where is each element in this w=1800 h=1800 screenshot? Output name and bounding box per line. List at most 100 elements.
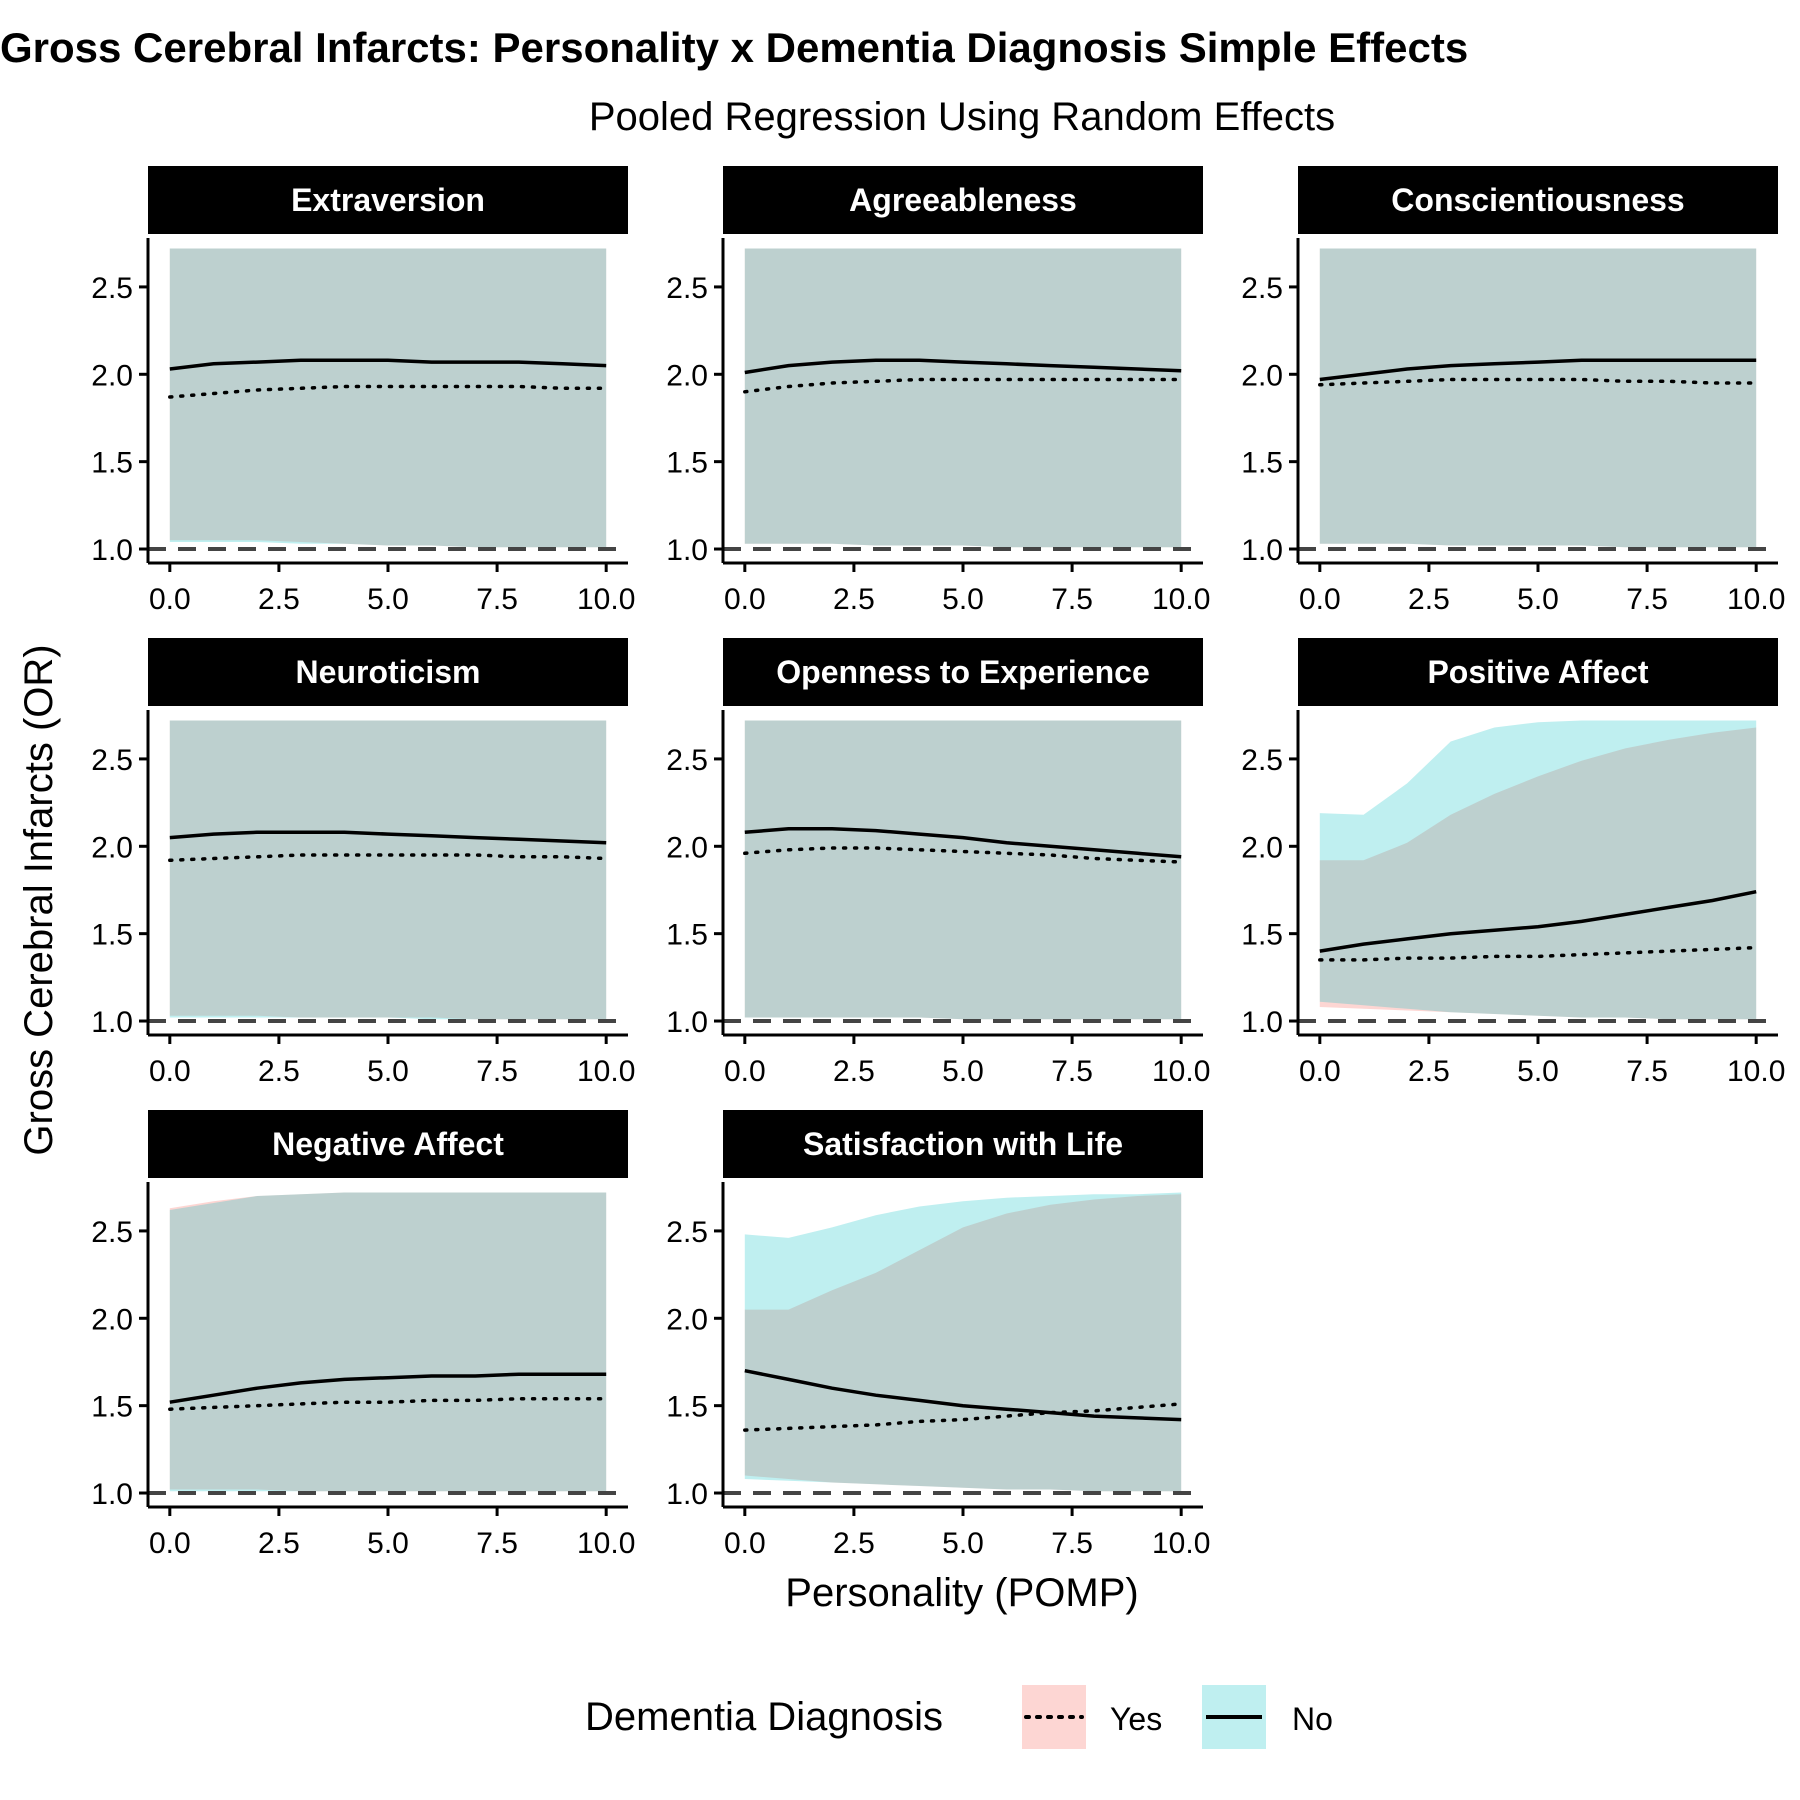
panel-openness-to-experience: Openness to Experience 1.0 1.5 2.0 2.5 0.0 2.5… xyxy=(666,638,1210,1088)
y-tick-label: 2.5 xyxy=(666,272,708,305)
y-tick-label: 2.5 xyxy=(1241,744,1283,777)
strip-agreeableness xyxy=(723,166,1203,234)
x-tick-label: 2.5 xyxy=(258,583,300,616)
line-no xyxy=(169,1372,607,1404)
strip-openness-to-experience xyxy=(723,638,1203,706)
strip-label: Neuroticism xyxy=(296,654,481,690)
band-yes xyxy=(169,720,607,1020)
x-tick-label: 0.0 xyxy=(724,1527,766,1560)
y-tick-label: 2.5 xyxy=(666,1216,708,1249)
y-tick-label: 1.0 xyxy=(91,534,133,567)
band-no xyxy=(1319,248,1757,548)
x-tick-label: 10.0 xyxy=(577,1527,635,1560)
band-no xyxy=(169,248,607,548)
line-yes xyxy=(168,384,608,399)
strip-label: Satisfaction with Life xyxy=(803,1126,1123,1162)
y-tick-label: 1.5 xyxy=(666,919,708,952)
y-tick-label: 1.0 xyxy=(1241,534,1283,567)
panel-extraversion: Extraversion 1.0 1.5 2.0 2.5 0.0 2.5 5.0 7.5 10.0 xyxy=(91,166,635,616)
y-axis-label: Gross Cerebral Infarcts (OR) xyxy=(17,644,61,1155)
x-tick-label: 5.0 xyxy=(942,583,984,616)
y-tick-label: 2.0 xyxy=(1241,831,1283,864)
line-no xyxy=(744,358,1182,375)
band-no xyxy=(169,720,607,1020)
legend-title: Dementia Diagnosis xyxy=(585,1695,943,1739)
x-tick-label: 5.0 xyxy=(367,1527,409,1560)
x-tick-label: 5.0 xyxy=(1517,583,1559,616)
y-tick-label: 1.5 xyxy=(91,919,133,952)
x-tick-label: 2.5 xyxy=(258,1527,300,1560)
strip-label: Openness to Experience xyxy=(776,654,1149,690)
strip-neuroticism xyxy=(148,638,628,706)
y-tick-label: 2.5 xyxy=(91,272,133,305)
x-tick-label: 0.0 xyxy=(1299,583,1341,616)
facet-panels: Extraversion 1.0 1.5 2.0 2.5 0.0 2.5 5.0 7.5 10.0… xyxy=(91,166,1785,1560)
y-tick-label: 1.5 xyxy=(666,1391,708,1424)
x-tick-label: 7.5 xyxy=(1626,583,1668,616)
x-tick-label: 2.5 xyxy=(258,1055,300,1088)
y-tick-label: 1.0 xyxy=(666,1006,708,1039)
x-tick-label: 2.5 xyxy=(833,1527,875,1560)
line-yes xyxy=(743,377,1183,394)
band-yes xyxy=(1319,248,1757,548)
y-tick-label: 2.0 xyxy=(91,1303,133,1336)
y-tick-label: 1.5 xyxy=(91,447,133,480)
y-tick-label: 2.0 xyxy=(666,1303,708,1336)
x-tick-label: 10.0 xyxy=(577,583,635,616)
strip-conscientiousness xyxy=(1298,166,1778,234)
strip-label: Extraversion xyxy=(291,182,485,218)
line-yes xyxy=(168,1396,608,1411)
y-tick-label: 1.5 xyxy=(1241,447,1283,480)
x-tick-label: 2.5 xyxy=(1408,1055,1450,1088)
strip-label: Conscientiousness xyxy=(1391,182,1684,218)
line-yes xyxy=(1318,377,1758,387)
y-tick-label: 1.5 xyxy=(91,1391,133,1424)
x-tick-label: 7.5 xyxy=(1051,1527,1093,1560)
panel-negative-affect: Negative Affect 1.0 1.5 2.0 2.5 0.0 2.5 5.0 7.5 1… xyxy=(91,1110,635,1560)
line-no xyxy=(744,1368,1182,1422)
x-tick-label: 10.0 xyxy=(1152,1055,1210,1088)
y-tick-label: 1.0 xyxy=(91,1006,133,1039)
y-tick-label: 1.0 xyxy=(91,1478,133,1511)
band-no xyxy=(744,1192,1182,1492)
y-tick-label: 1.0 xyxy=(666,534,708,567)
y-tick-label: 1.0 xyxy=(1241,1006,1283,1039)
panel-satisfaction-with-life: Satisfaction with Life 1.0 1.5 2.0 2.5 0.0 2.5… xyxy=(666,1110,1210,1560)
x-tick-label: 10.0 xyxy=(1152,583,1210,616)
chart-subtitle: Pooled Regression Using Random Effects xyxy=(589,95,1335,139)
y-tick-label: 1.5 xyxy=(666,447,708,480)
band-yes xyxy=(169,1192,607,1492)
x-tick-label: 10.0 xyxy=(1152,1527,1210,1560)
y-tick-label: 2.5 xyxy=(91,744,133,777)
strip-negative-affect xyxy=(148,1110,628,1178)
x-tick-label: 0.0 xyxy=(149,1527,191,1560)
band-yes xyxy=(744,1194,1182,1492)
x-tick-label: 0.0 xyxy=(724,583,766,616)
x-tick-label: 5.0 xyxy=(1517,1055,1559,1088)
band-no xyxy=(744,720,1182,1020)
x-axis-label: Personality (POMP) xyxy=(785,1571,1138,1615)
y-tick-label: 2.0 xyxy=(666,359,708,392)
x-tick-label: 10.0 xyxy=(1727,1055,1785,1088)
line-no xyxy=(1319,889,1757,953)
x-tick-label: 7.5 xyxy=(476,1527,518,1560)
band-no xyxy=(744,248,1182,548)
x-tick-label: 7.5 xyxy=(476,1055,518,1088)
band-no xyxy=(1319,720,1757,1020)
x-tick-label: 5.0 xyxy=(942,1055,984,1088)
strip-extraversion xyxy=(148,166,628,234)
x-tick-label: 5.0 xyxy=(942,1527,984,1560)
panel-agreeableness: Agreeableness 1.0 1.5 2.0 2.5 0.0 2.5 5.0 7.5 10.… xyxy=(666,166,1210,616)
band-yes xyxy=(744,720,1182,1020)
strip-label: Negative Affect xyxy=(272,1126,504,1162)
x-tick-label: 2.5 xyxy=(1408,583,1450,616)
x-tick-label: 10.0 xyxy=(577,1055,635,1088)
line-no xyxy=(1319,358,1757,382)
x-tick-label: 2.5 xyxy=(833,1055,875,1088)
x-tick-label: 7.5 xyxy=(476,583,518,616)
strip-label: Positive Affect xyxy=(1427,654,1648,690)
y-tick-label: 2.0 xyxy=(1241,359,1283,392)
x-tick-label: 7.5 xyxy=(1051,583,1093,616)
x-tick-label: 0.0 xyxy=(149,583,191,616)
x-tick-label: 2.5 xyxy=(833,583,875,616)
